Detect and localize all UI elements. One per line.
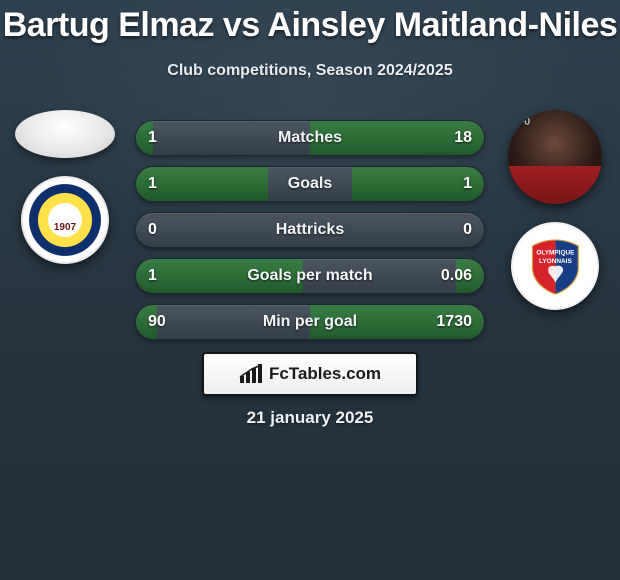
- lyon-badge-icon: OLYMPIQUE LYONNAIS: [526, 237, 585, 296]
- date-text: 21 january 2025: [0, 408, 620, 428]
- stat-row: 90Min per goal1730: [135, 304, 485, 340]
- stat-value-right: 0: [463, 213, 472, 247]
- svg-text:LYONNAIS: LYONNAIS: [539, 257, 572, 264]
- stat-value-right: 0.06: [441, 259, 472, 293]
- player-left-avatar: [15, 110, 115, 158]
- stat-label: Matches: [136, 121, 484, 155]
- stat-row: 1Goals1: [135, 166, 485, 202]
- stat-row: 0Hattricks0: [135, 212, 485, 248]
- stat-label: Hattricks: [136, 213, 484, 247]
- left-player-column: 1907: [10, 110, 120, 264]
- player-right-avatar: 70: [508, 110, 602, 204]
- jersey-number: 70: [518, 116, 530, 128]
- brand-box: FcTables.com: [202, 352, 418, 396]
- stat-value-right: 1: [463, 167, 472, 201]
- club-left-year: 1907: [23, 222, 107, 233]
- stat-row: 1Goals per match0.06: [135, 258, 485, 294]
- brand-text: FcTables.com: [269, 364, 381, 384]
- stat-value-right: 18: [454, 121, 472, 155]
- club-badge-right: OLYMPIQUE LYONNAIS: [511, 222, 599, 310]
- page-title: Bartug Elmaz vs Ainsley Maitland-Niles: [0, 6, 620, 45]
- stat-value-right: 1730: [436, 305, 472, 339]
- bars-icon: [239, 364, 263, 384]
- svg-text:OLYMPIQUE: OLYMPIQUE: [536, 249, 575, 256]
- right-player-column: 70 OLYMPIQUE LYONNAIS: [500, 110, 610, 310]
- stat-label: Goals per match: [136, 259, 484, 293]
- stats-rows: 1Matches181Goals10Hattricks01Goals per m…: [135, 120, 485, 340]
- club-badge-left: 1907: [21, 176, 109, 264]
- stat-label: Min per goal: [136, 305, 484, 339]
- subtitle: Club competitions, Season 2024/2025: [0, 62, 620, 80]
- stat-label: Goals: [136, 167, 484, 201]
- stat-row: 1Matches18: [135, 120, 485, 156]
